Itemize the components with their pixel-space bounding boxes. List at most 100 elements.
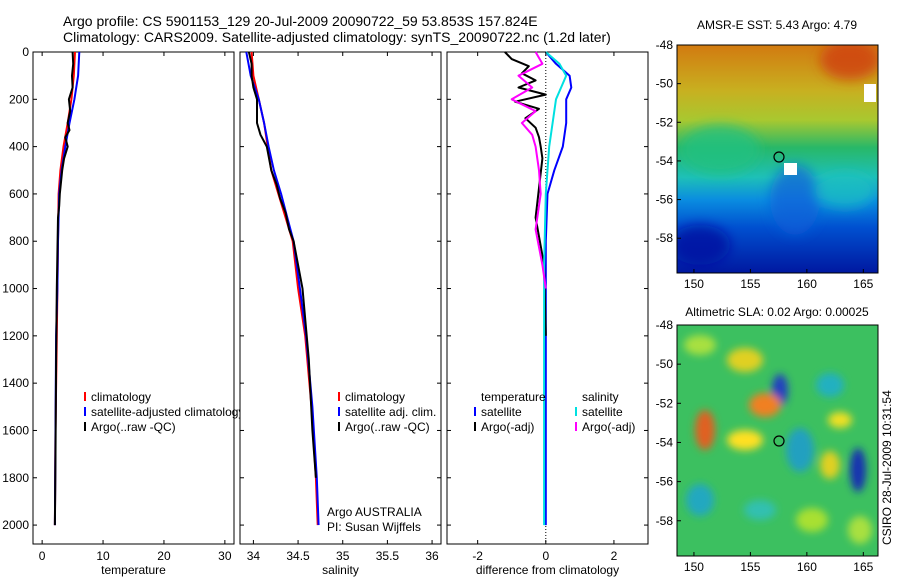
legend-label: Argo(-adj) [481,420,534,434]
sla-map-frame [676,324,879,557]
sla-map-axes: 150 155 160 165 -48 -50 -52 -54 -56 -58 [656,318,874,574]
x-tick-label: -2 [472,549,483,563]
legend-label: climatology [345,390,405,404]
sla-argo-marker [773,435,785,447]
legend-label: satellite [481,405,522,419]
x-tick-label: 0 [39,549,46,563]
map-y-tick-label: -50 [656,357,674,371]
sla-eddy [744,500,776,520]
sst-missing-data [784,163,797,175]
sla-map-title: Altimetric SLA: 0.02 Argo: 0.00025 [685,305,869,319]
x-tick-label: 34.5 [286,549,310,563]
temperature-panel: 0 10 20 30 0 200 400 600 800 1000 1200 1400 1600 1800… [2,45,244,577]
x-tick-label: 30 [218,549,232,563]
sst-warm-patch [820,45,878,80]
map-y-tick-label: -52 [656,396,674,410]
y-tick-label: 1000 [2,282,29,296]
legend-label: Argo(..raw -QC) [91,420,176,434]
series-line-argo [247,51,317,478]
annotation-line: PI: Susan Wijffels [327,520,421,534]
map-x-tick-label: 165 [853,560,873,574]
sla-map [677,325,878,556]
sla-eddy [695,410,715,450]
sst-map-axes: 150 155 160 165 -48 -50 -52 -54 -56 -58 [656,38,874,291]
map-y-tick-label: -48 [656,38,674,52]
y-tick-label: 1400 [2,376,29,390]
legend-label: satellite-adjusted climatology [91,405,244,419]
series-line-salinity-satellite [543,51,568,526]
salinity-panel: 34 34.5 35 35.5 36 salinity climatologysatelli… [239,51,442,577]
sla-eddy [828,412,852,428]
sst-green-tongue [680,125,760,175]
y-tick-label: 0 [22,45,29,59]
annotation-line: Argo AUSTRALIA [327,505,422,519]
plot-frame [32,51,235,545]
legend-label: Argo(-adj) [582,420,635,434]
sst-cold-core [677,225,730,265]
sst-argo-marker [773,151,785,163]
y-tick-label: 600 [9,187,29,201]
legend-label: Argo(..raw -QC) [345,420,430,434]
sla-eddies [684,335,872,544]
map-x-tick-label: 160 [797,560,817,574]
plot-frame [239,51,442,545]
legend-header-salinity: salinity [582,390,619,404]
sla-eddy [727,430,763,450]
sla-eddy [727,348,763,372]
map-x-tick-label: 165 [853,277,873,291]
credit-text: CSIRO 28-Jul-2009 10:31:54 [880,390,894,545]
sst-map [677,45,878,273]
map-x-tick-label: 160 [797,277,817,291]
map-y-tick-label: -56 [656,193,674,207]
x-tick-label: 35.5 [376,549,400,563]
sla-eddy [684,335,716,355]
sst-cold-tongue [770,165,820,235]
x-axis-label: difference from climatology [476,563,619,577]
sla-eddy [820,451,840,479]
y-tick-label: 800 [9,234,29,248]
map-y-tick-label: -56 [656,475,674,489]
legend-label: climatology [91,390,151,404]
figure-title-line1: Argo profile: CS 5901153_129 20-Jul-2009… [63,13,538,29]
x-tick-label: 36 [425,549,439,563]
sla-eddy [796,508,828,532]
sst-cyan-patch [815,172,875,208]
x-tick-label: 2 [611,549,618,563]
y-tick-label: 1800 [2,471,29,485]
map-y-tick-label: -54 [656,435,674,449]
sst-eddies [677,45,878,265]
sst-map-frame [676,44,879,274]
x-tick-label: 35 [336,549,350,563]
figure-title-line2: Climatology: CARS2009. Satellite-adjuste… [63,29,611,45]
sst-land-mask [864,84,876,102]
x-tick-label: 34 [247,549,261,563]
y-tick-label: 2000 [2,518,29,532]
series-line-argo [53,51,75,526]
x-tick-label: 10 [96,549,110,563]
series-line-salinity-argo-adj- [510,51,547,289]
y-tick-label: 400 [9,140,29,154]
map-y-tick-label: -52 [656,115,674,129]
legend-header-temperature: temperature [481,390,546,404]
sst-map-title: AMSR-E SST: 5.43 Argo: 4.79 [697,18,857,32]
sla-eddy [816,373,844,397]
sla-eddy [749,393,781,417]
sla-eddy [848,516,872,544]
map-x-tick-label: 155 [740,277,760,291]
map-x-tick-label: 150 [684,277,704,291]
map-x-tick-label: 155 [740,560,760,574]
map-y-tick-label: -58 [656,231,674,245]
y-tick-label: 200 [9,92,29,106]
map-x-tick-label: 150 [684,560,704,574]
plot-frame [446,51,649,545]
x-axis-label: temperature [101,563,166,577]
legend-label: satellite adj. clim. [345,405,436,419]
x-tick-label: 0 [542,549,549,563]
map-y-tick-label: -54 [656,154,674,168]
y-tick-label: 1200 [2,329,29,343]
y-tick-label: 1600 [2,423,29,437]
sla-eddy [850,448,866,492]
map-y-tick-label: -50 [656,77,674,91]
